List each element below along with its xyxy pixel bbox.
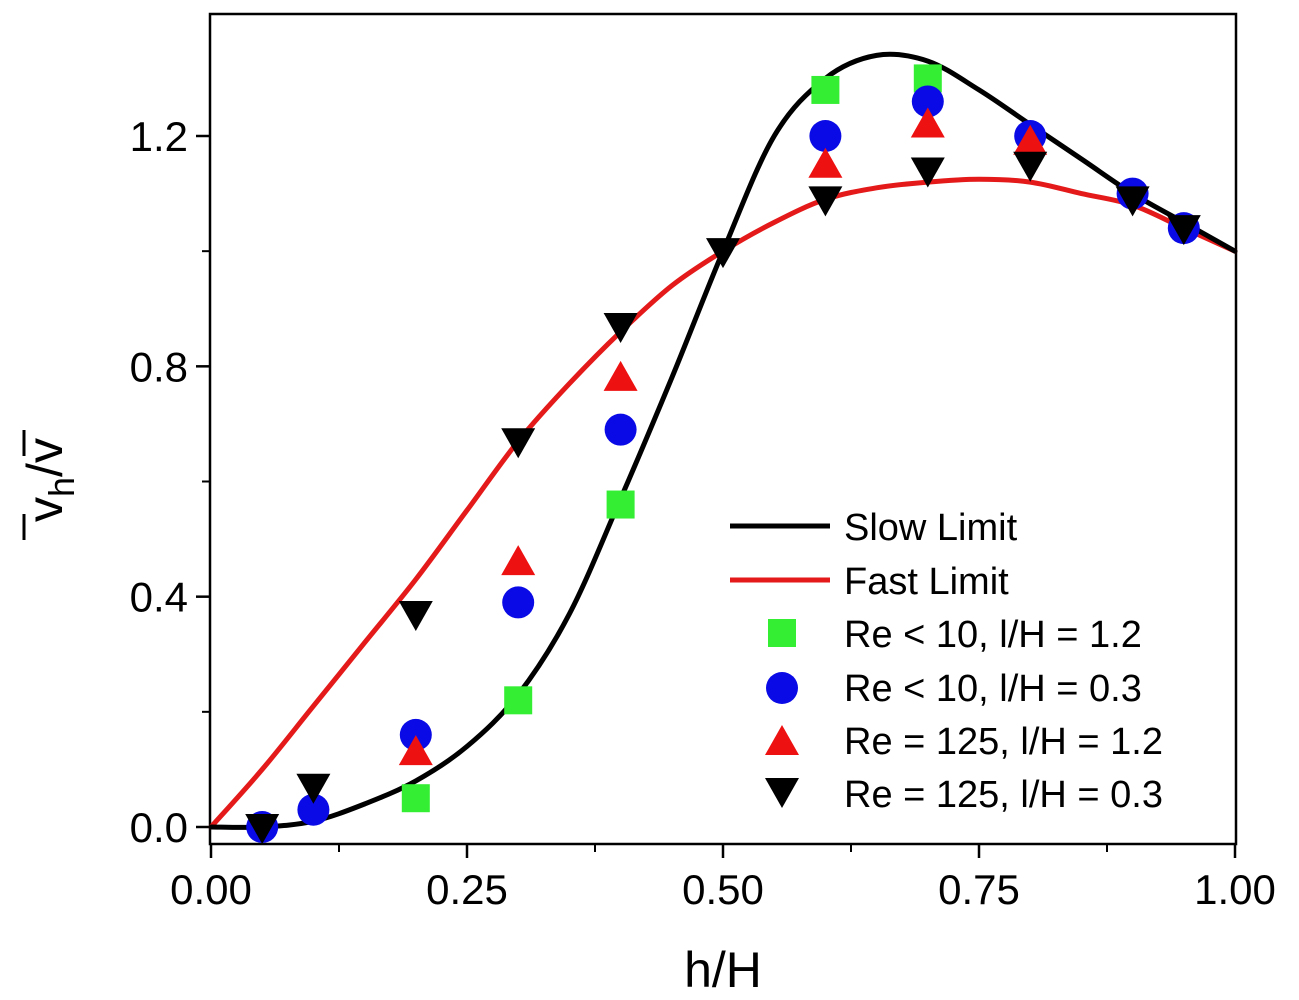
y-tick-label: 0.4: [130, 574, 188, 621]
legend-label-fast-limit: Fast Limit: [844, 561, 1009, 603]
legend-marker-green-square: [768, 619, 796, 647]
data-point-triangle-down: [245, 814, 280, 844]
y-tick-label: 0.8: [130, 343, 188, 390]
legend-label-series-2: Re < 10, l/H = 0.3: [844, 668, 1142, 710]
y-axis-title-sub: h: [41, 477, 82, 497]
x-tick-label: 0.25: [426, 866, 508, 913]
data-point-triangle-up: [603, 360, 638, 391]
data-point-triangle-down: [501, 428, 536, 459]
data-point-triangle-down: [1115, 186, 1150, 217]
legend: Slow Limit Fast Limit Re < 10, l/H = 1.2…: [730, 507, 1163, 816]
data-point-triangle-down: [910, 157, 945, 188]
svg-text:vh/v: vh/v: [17, 438, 82, 522]
line-fast-limit: [208, 176, 1238, 830]
data-point-triangle-up: [910, 107, 945, 138]
data-point-circle: [297, 793, 330, 826]
data-point-triangle-down: [603, 313, 638, 344]
x-tick-label: 1.00: [1194, 866, 1276, 913]
data-point-square: [811, 75, 840, 104]
data-point-circle: [809, 120, 842, 152]
x-tick-label: 0.50: [682, 866, 764, 913]
data-point-triangle-up: [1013, 124, 1048, 155]
data-point-triangle-up: [501, 545, 536, 576]
line-slow-limit: [208, 51, 1238, 830]
data-point-triangle-down: [296, 773, 331, 804]
data-point-triangle-up: [808, 147, 843, 178]
data-point-triangle-down: [398, 600, 433, 631]
legend-label-series-3: Re = 125, l/H = 1.2: [844, 721, 1163, 763]
data-point-triangle-down: [706, 238, 740, 269]
x-axis-title: h/H: [684, 942, 762, 998]
legend-marker-red-triangle: [765, 725, 799, 755]
legend-marker-blue-circle: [766, 672, 798, 704]
data-point-circle: [604, 413, 637, 446]
data-point-triangle-up: [398, 735, 433, 766]
data-point-circle: [399, 718, 432, 751]
data-point-circle: [911, 85, 944, 118]
y-tick-label: 0.0: [130, 804, 188, 851]
data-point-triangle-down: [1166, 215, 1201, 246]
data-point-square: [606, 490, 635, 519]
y-axis-title-main: v: [17, 497, 73, 522]
y-axis-title: vh/v: [17, 430, 82, 540]
data-point-square: [504, 686, 533, 715]
legend-marker-black-triangle-down: [765, 778, 799, 808]
y-axis-title-rest: /v: [17, 438, 73, 477]
legend-label-series-1: Re < 10, l/H = 1.2: [844, 614, 1142, 656]
data-point-triangle-down: [1013, 151, 1048, 182]
data-point-square: [401, 784, 430, 813]
plot-frame: [208, 12, 1238, 846]
legend-label-slow-limit: Slow Limit: [844, 507, 1018, 549]
data-point-triangle-down: [808, 186, 843, 217]
y-tick-label: 1.2: [130, 113, 188, 160]
x-tick-label: 0.75: [938, 866, 1020, 913]
data-point-circle: [502, 586, 535, 619]
legend-label-series-4: Re = 125, l/H = 0.3: [844, 774, 1163, 816]
x-tick-label: 0.00: [170, 866, 252, 913]
